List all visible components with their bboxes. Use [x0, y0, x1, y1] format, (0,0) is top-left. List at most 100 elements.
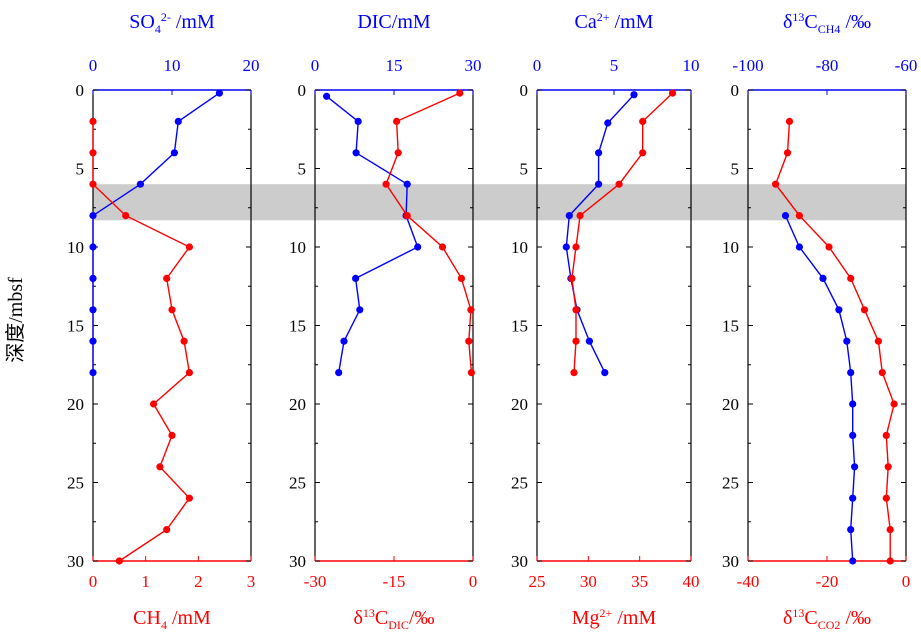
- series-bottom-point: [150, 400, 158, 408]
- series-bottom-point: [115, 557, 123, 565]
- bottom-tick-label: 35: [631, 572, 648, 591]
- series-bottom-point: [825, 243, 833, 251]
- y-tick-label: 10: [722, 238, 739, 257]
- series-bottom-point: [156, 463, 164, 471]
- series-top-point: [352, 274, 360, 282]
- y-tick-label: 20: [67, 395, 84, 414]
- series-bottom-point: [89, 117, 97, 125]
- series-bottom-point: [884, 463, 892, 471]
- y-tick-label: 15: [289, 317, 306, 336]
- series-top-point: [323, 92, 331, 100]
- series-bottom-point: [795, 212, 804, 220]
- series-bottom-point: [185, 369, 193, 377]
- series-bottom-point: [847, 274, 855, 282]
- series-bottom-point: [438, 243, 447, 251]
- series-bottom-point: [465, 337, 473, 345]
- y-tick-label: 5: [298, 160, 307, 179]
- series-bottom-point: [886, 557, 894, 565]
- series-bottom-point: [568, 274, 576, 282]
- series-bottom-point: [772, 180, 780, 188]
- series-bottom-point: [783, 149, 792, 157]
- series-top-point: [136, 180, 144, 188]
- bottom-tick-label: 1: [141, 572, 150, 591]
- series-bottom-point: [785, 117, 794, 125]
- series-bottom-point: [89, 180, 97, 188]
- series-bottom-point: [168, 431, 176, 439]
- series-top-point: [849, 494, 857, 502]
- series-bottom-point: [163, 274, 171, 282]
- series-top-point: [601, 369, 609, 377]
- series-bottom-point: [163, 526, 171, 534]
- bottom-tick-label: 3: [247, 572, 256, 591]
- series-bottom-point: [394, 149, 402, 157]
- bottom-tick-label: 0: [902, 572, 911, 591]
- top-axis-label: SO42- /mM: [129, 10, 215, 36]
- series-top-point: [849, 400, 857, 408]
- bottom-axis-label: CH4 /mM: [133, 607, 211, 632]
- series-bottom-point: [860, 306, 869, 314]
- series-bottom-point: [576, 212, 584, 220]
- series-top-point: [595, 180, 603, 188]
- series-bottom-point: [456, 89, 464, 97]
- y-tick-label: 20: [722, 395, 739, 414]
- series-bottom-point: [180, 337, 188, 345]
- series-top-point: [847, 526, 855, 534]
- y-tick-label: 0: [76, 81, 85, 100]
- series-top-line: [326, 95, 419, 373]
- series-bottom-point: [639, 149, 647, 157]
- y-tick-label: 15: [722, 317, 739, 336]
- series-top-point: [849, 431, 857, 439]
- series-bottom-point: [572, 337, 580, 345]
- series-top-point: [819, 274, 827, 282]
- series-top-point: [89, 274, 97, 282]
- series-bottom-point: [467, 369, 475, 377]
- y-tick-label: 20: [511, 395, 528, 414]
- highlight-band-layer: [93, 184, 906, 221]
- top-tick-label: 10: [683, 56, 700, 75]
- series-top-point: [781, 212, 790, 220]
- series-top-point: [89, 306, 97, 314]
- series-top-point: [604, 119, 612, 127]
- y-tick-label: 5: [731, 160, 740, 179]
- top-tick-label: 5: [610, 56, 619, 75]
- series-top-point: [356, 306, 364, 314]
- y-tick-label: 0: [731, 81, 740, 100]
- series-bottom-point: [615, 180, 623, 188]
- y-tick-label: 10: [67, 238, 84, 257]
- series-bottom-point: [882, 431, 890, 439]
- series-top-point: [851, 463, 859, 471]
- series-top-line: [784, 215, 856, 562]
- y-tick-label: 5: [76, 160, 85, 179]
- panels: 0 5 10 15 20 25 30 0 10 20 0 1 2 3 SO42- /mM CH4 /mM 0 5 1…: [67, 10, 917, 632]
- series-top-point: [340, 337, 348, 345]
- bottom-axis-label: Mg2+ /mM: [572, 606, 657, 629]
- series-top-point: [847, 369, 855, 377]
- series-top-point: [595, 149, 603, 157]
- series-bottom-point: [668, 89, 677, 97]
- bottom-tick-label: 25: [529, 572, 546, 591]
- top-tick-label: 15: [386, 56, 403, 75]
- bottom-tick-label: 2: [194, 572, 203, 591]
- series-bottom-point: [467, 306, 475, 314]
- y-tick-label: 15: [67, 317, 84, 336]
- y-tick-label: 30: [289, 552, 306, 571]
- top-tick-label: -80: [816, 56, 839, 75]
- y-tick-label: 25: [511, 474, 528, 493]
- series-bottom-point: [168, 306, 176, 314]
- series-top-point: [403, 180, 411, 188]
- series-bottom-point: [890, 400, 898, 408]
- panel-4: 0 5 10 15 20 25 30 -100 -80 -60 -40 -20 0 δ13CCH4 /‰ δ…: [722, 10, 917, 632]
- top-axis-label: DIC/mM: [357, 11, 431, 33]
- series-bottom-point: [572, 243, 580, 251]
- series-top-point: [170, 149, 178, 157]
- bottom-tick-label: 0: [89, 572, 98, 591]
- series-top-point: [354, 117, 362, 125]
- bottom-axis-label: δ13CDIC/‰: [353, 606, 434, 632]
- series-top-point: [89, 243, 97, 251]
- top-tick-label: 0: [533, 56, 542, 75]
- series-bottom-line: [385, 92, 473, 373]
- y-axis-label: 深度/mbsf: [4, 277, 27, 363]
